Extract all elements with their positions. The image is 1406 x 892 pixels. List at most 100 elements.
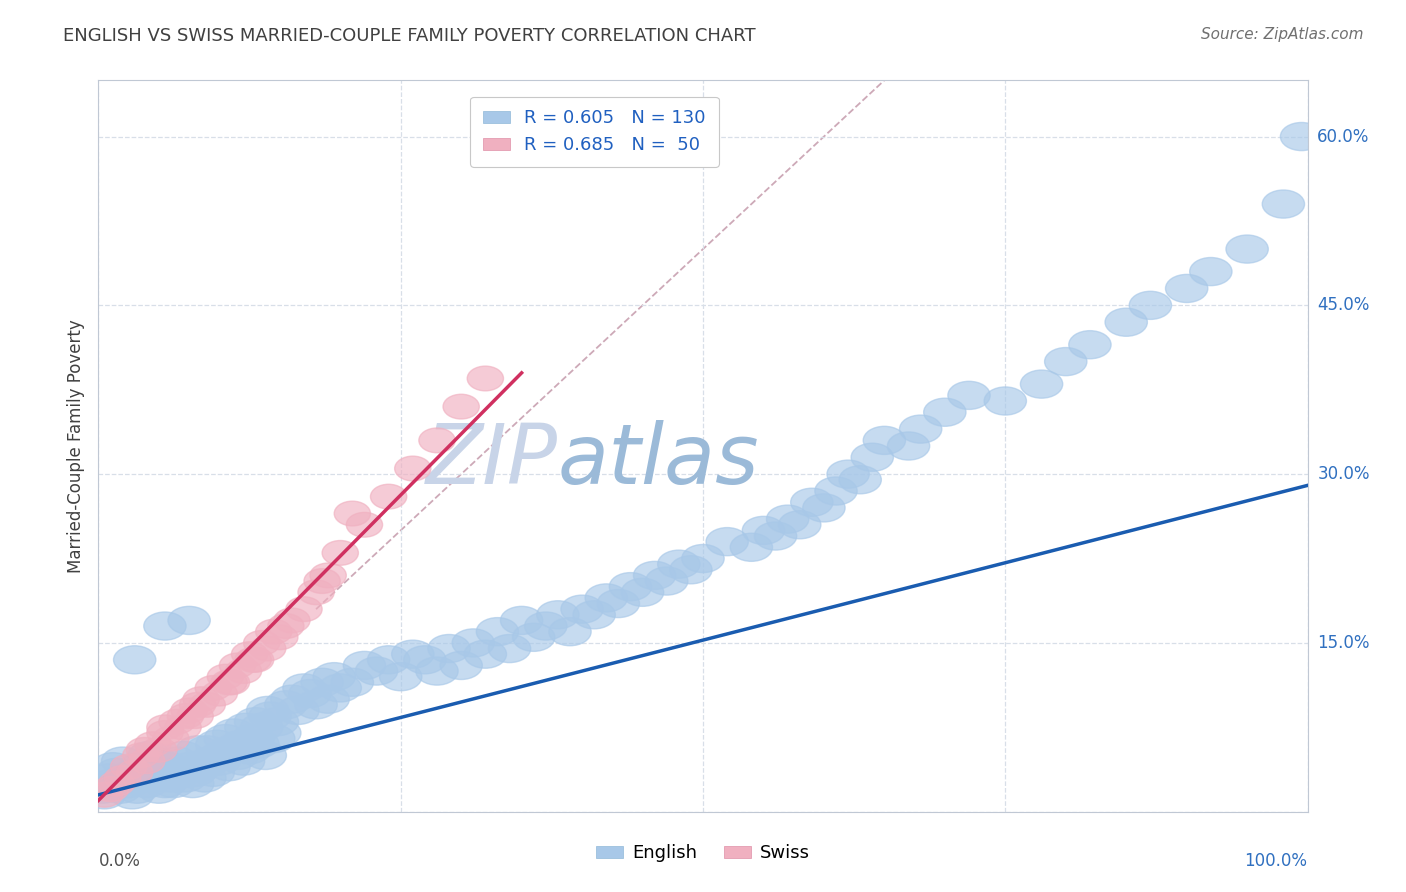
- Ellipse shape: [167, 753, 211, 780]
- Ellipse shape: [208, 753, 250, 780]
- Ellipse shape: [111, 755, 146, 779]
- Ellipse shape: [104, 765, 141, 790]
- Ellipse shape: [380, 663, 422, 690]
- Ellipse shape: [232, 724, 274, 753]
- Ellipse shape: [598, 590, 640, 617]
- Ellipse shape: [172, 698, 207, 723]
- Ellipse shape: [501, 607, 543, 634]
- Ellipse shape: [839, 466, 882, 494]
- Text: 0.0%: 0.0%: [98, 852, 141, 870]
- Ellipse shape: [621, 578, 664, 607]
- Ellipse shape: [128, 741, 170, 770]
- Ellipse shape: [295, 690, 337, 719]
- Ellipse shape: [319, 673, 361, 702]
- Ellipse shape: [307, 685, 349, 714]
- Ellipse shape: [201, 741, 243, 770]
- Ellipse shape: [924, 398, 966, 426]
- Ellipse shape: [150, 764, 193, 792]
- Ellipse shape: [167, 607, 211, 634]
- Ellipse shape: [851, 443, 893, 471]
- Ellipse shape: [264, 690, 307, 719]
- Ellipse shape: [243, 631, 280, 656]
- Ellipse shape: [682, 544, 724, 573]
- Ellipse shape: [863, 426, 905, 454]
- Ellipse shape: [107, 770, 150, 797]
- Ellipse shape: [245, 741, 287, 770]
- Ellipse shape: [165, 715, 201, 739]
- Ellipse shape: [188, 747, 231, 775]
- Ellipse shape: [114, 646, 156, 673]
- Ellipse shape: [240, 714, 283, 741]
- Ellipse shape: [212, 719, 254, 747]
- Ellipse shape: [343, 651, 385, 680]
- Ellipse shape: [634, 561, 676, 590]
- Ellipse shape: [86, 782, 122, 807]
- Ellipse shape: [211, 670, 247, 695]
- Text: ENGLISH VS SWISS MARRIED-COUPLE FAMILY POVERTY CORRELATION CHART: ENGLISH VS SWISS MARRIED-COUPLE FAMILY P…: [63, 27, 756, 45]
- Ellipse shape: [143, 770, 186, 797]
- Ellipse shape: [730, 533, 772, 561]
- Ellipse shape: [135, 731, 172, 756]
- Ellipse shape: [346, 512, 382, 537]
- Ellipse shape: [1226, 235, 1268, 263]
- Ellipse shape: [214, 670, 250, 695]
- Ellipse shape: [283, 673, 325, 702]
- Ellipse shape: [742, 516, 785, 544]
- Ellipse shape: [371, 484, 406, 509]
- Ellipse shape: [301, 668, 343, 697]
- Ellipse shape: [222, 747, 264, 775]
- Text: ZIP: ZIP: [426, 420, 558, 501]
- Ellipse shape: [135, 747, 177, 775]
- Ellipse shape: [101, 747, 143, 775]
- Ellipse shape: [250, 636, 285, 661]
- Ellipse shape: [236, 731, 280, 758]
- Ellipse shape: [1189, 258, 1232, 285]
- Ellipse shape: [184, 764, 226, 792]
- Ellipse shape: [1129, 292, 1171, 319]
- Ellipse shape: [453, 629, 495, 657]
- Ellipse shape: [180, 753, 222, 780]
- Ellipse shape: [1069, 331, 1111, 359]
- Ellipse shape: [1281, 122, 1323, 151]
- Ellipse shape: [180, 692, 215, 717]
- Ellipse shape: [122, 743, 159, 768]
- Ellipse shape: [256, 619, 292, 644]
- Ellipse shape: [207, 665, 243, 689]
- Text: 15.0%: 15.0%: [1317, 634, 1369, 652]
- Ellipse shape: [335, 501, 371, 526]
- Ellipse shape: [311, 563, 346, 588]
- Ellipse shape: [815, 477, 858, 505]
- Ellipse shape: [271, 685, 314, 714]
- Ellipse shape: [395, 456, 432, 481]
- Ellipse shape: [790, 488, 832, 516]
- Ellipse shape: [165, 764, 207, 792]
- Ellipse shape: [984, 387, 1026, 415]
- Text: Source: ZipAtlas.com: Source: ZipAtlas.com: [1201, 27, 1364, 42]
- Ellipse shape: [195, 731, 238, 758]
- Ellipse shape: [83, 780, 125, 809]
- Ellipse shape: [259, 719, 301, 747]
- Ellipse shape: [467, 366, 503, 391]
- Ellipse shape: [111, 780, 153, 809]
- Ellipse shape: [1263, 190, 1305, 219]
- Ellipse shape: [766, 505, 808, 533]
- Ellipse shape: [416, 657, 458, 685]
- Ellipse shape: [98, 772, 135, 796]
- Ellipse shape: [124, 758, 166, 787]
- Ellipse shape: [246, 697, 288, 724]
- Ellipse shape: [537, 600, 579, 629]
- Ellipse shape: [443, 394, 479, 419]
- Ellipse shape: [288, 680, 332, 707]
- Ellipse shape: [152, 770, 194, 797]
- Ellipse shape: [1166, 275, 1208, 302]
- Ellipse shape: [186, 736, 228, 764]
- Ellipse shape: [669, 556, 711, 584]
- Ellipse shape: [148, 753, 190, 780]
- Ellipse shape: [125, 770, 167, 797]
- Ellipse shape: [304, 569, 340, 593]
- Ellipse shape: [1045, 348, 1087, 376]
- Ellipse shape: [267, 614, 304, 639]
- Ellipse shape: [427, 634, 470, 663]
- Ellipse shape: [356, 657, 398, 685]
- Ellipse shape: [167, 704, 204, 729]
